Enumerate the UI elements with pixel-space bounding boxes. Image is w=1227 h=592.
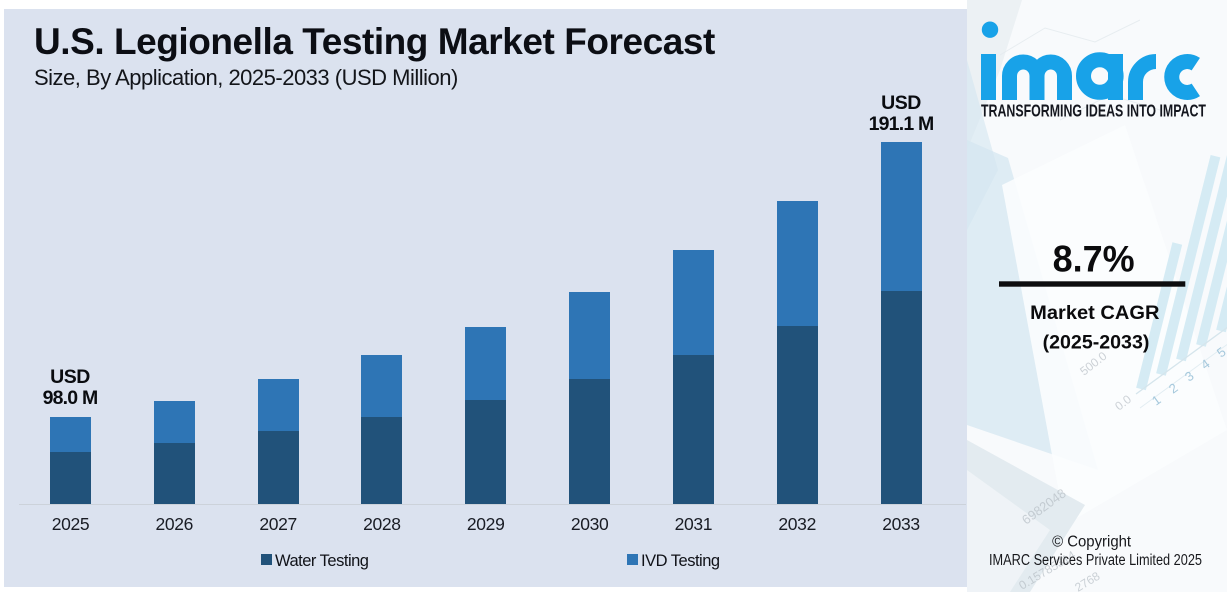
svg-text:8.7%: 8.7% bbox=[1053, 238, 1135, 280]
svg-text:IMARC Services Private Limited: IMARC Services Private Limited 2025 bbox=[989, 552, 1202, 569]
svg-text:(2025-2033): (2025-2033) bbox=[1043, 332, 1150, 354]
svg-text:TRANSFORMING IDEAS INTO IMPACT: TRANSFORMING IDEAS INTO IMPACT bbox=[981, 101, 1206, 121]
svg-text:© Copyright: © Copyright bbox=[1052, 534, 1132, 551]
svg-text:Market CAGR: Market CAGR bbox=[1030, 302, 1159, 324]
